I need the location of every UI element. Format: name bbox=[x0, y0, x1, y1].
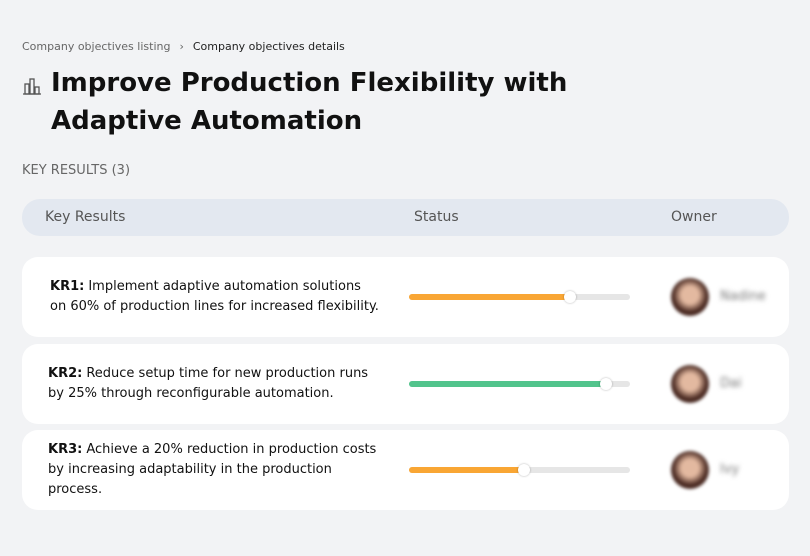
breadcrumb-current: Company objectives details bbox=[192, 40, 345, 53]
column-header: Key Results bbox=[45, 209, 126, 225]
key-result-label: KR2: bbox=[48, 366, 83, 381]
key-result-description: Implement adaptive automation solutions … bbox=[50, 279, 379, 314]
progress-bar bbox=[409, 467, 524, 473]
progress-knob bbox=[564, 291, 577, 303]
progress-track bbox=[409, 291, 630, 303]
key-result-description: Achieve a 20% reduction in production co… bbox=[48, 442, 377, 497]
key-result-card[interactable]: KR2: Reduce setup time for new production… bbox=[22, 344, 789, 424]
separator: › bbox=[179, 40, 184, 53]
breadcrumb-link[interactable]: Company objectives listing bbox=[22, 40, 171, 53]
owner-name: Nadine bbox=[720, 289, 766, 304]
progress-bar bbox=[409, 381, 606, 387]
progress-knob bbox=[517, 464, 530, 476]
column-header: Status bbox=[414, 209, 459, 225]
owner-avatar bbox=[671, 451, 709, 489]
key-result-text: KR3: Achieve a 20% reduction in productio… bbox=[48, 440, 378, 500]
breadcrumb: Company objectives listing › Company obj… bbox=[22, 40, 345, 53]
key-result-text: KR2: Reduce setup time for new production… bbox=[48, 364, 378, 404]
key-result-description: Reduce setup time for new production run… bbox=[48, 366, 369, 401]
key-result-card[interactable]: KR3: Achieve a 20% reduction in productio… bbox=[22, 430, 789, 510]
key-result-label: KR3: bbox=[48, 442, 83, 457]
table-header: Key Results Status Owner bbox=[22, 199, 789, 236]
key-result-text: KR1: Implement adaptive automation soluti… bbox=[50, 277, 380, 317]
objective-icon bbox=[23, 78, 41, 95]
column-header: Owner bbox=[671, 209, 717, 225]
progress-track bbox=[409, 464, 630, 476]
objective-title: Improve Production Flexibility with Adap… bbox=[51, 68, 568, 136]
key-result-card[interactable]: KR1: Implement adaptive automation soluti… bbox=[22, 257, 789, 337]
progress-track bbox=[409, 378, 630, 390]
owner-name: Dai bbox=[720, 376, 742, 391]
owner-name: Ivy bbox=[720, 462, 740, 477]
owner-avatar bbox=[671, 365, 709, 403]
progress-bar bbox=[409, 294, 571, 300]
key-result-label: KR1: bbox=[50, 279, 85, 294]
section-title: KEY RESULTS (3) bbox=[22, 163, 131, 178]
owner-avatar bbox=[671, 278, 709, 316]
progress-knob bbox=[599, 378, 612, 390]
